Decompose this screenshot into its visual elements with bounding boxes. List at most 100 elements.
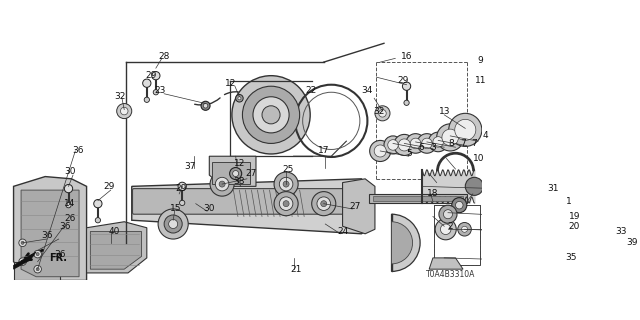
Text: 23: 23 [155, 86, 166, 95]
Text: 32: 32 [115, 92, 126, 100]
Circle shape [36, 252, 39, 256]
Text: 30: 30 [204, 204, 215, 213]
Circle shape [95, 218, 100, 223]
Text: 27: 27 [245, 169, 257, 178]
Circle shape [394, 134, 415, 156]
Polygon shape [86, 222, 147, 273]
Circle shape [317, 197, 330, 211]
Circle shape [21, 241, 24, 244]
Polygon shape [132, 179, 365, 234]
Text: 20: 20 [569, 222, 580, 231]
Circle shape [433, 137, 444, 147]
Circle shape [233, 171, 239, 177]
Circle shape [410, 138, 421, 149]
Text: 22: 22 [305, 86, 317, 95]
Circle shape [164, 215, 182, 233]
Text: 35: 35 [565, 253, 577, 262]
Text: 36: 36 [72, 147, 83, 156]
Circle shape [444, 210, 452, 219]
Circle shape [406, 134, 426, 153]
Circle shape [417, 134, 436, 153]
FancyBboxPatch shape [132, 188, 346, 214]
Circle shape [19, 258, 26, 265]
Circle shape [321, 201, 327, 207]
Wedge shape [392, 222, 413, 264]
Polygon shape [21, 190, 79, 277]
Circle shape [312, 192, 336, 216]
Polygon shape [13, 262, 60, 280]
Text: 1: 1 [566, 197, 572, 206]
Polygon shape [342, 179, 375, 234]
Text: 32: 32 [373, 107, 385, 116]
Text: T0A4B3310A: T0A4B3310A [426, 270, 475, 279]
Circle shape [238, 97, 241, 100]
Text: 12: 12 [225, 79, 236, 88]
Text: 12: 12 [234, 159, 245, 168]
Text: 36: 36 [54, 250, 66, 259]
Circle shape [21, 260, 24, 263]
Text: 29: 29 [175, 184, 186, 193]
Circle shape [144, 97, 150, 102]
Circle shape [440, 224, 451, 235]
Circle shape [398, 139, 410, 151]
Circle shape [180, 200, 185, 205]
Text: 29: 29 [397, 76, 408, 85]
Circle shape [215, 177, 229, 191]
Text: 7: 7 [472, 139, 477, 148]
Polygon shape [90, 232, 141, 269]
Circle shape [262, 106, 280, 124]
Circle shape [422, 138, 432, 149]
Text: 21: 21 [290, 265, 301, 274]
Circle shape [201, 101, 210, 110]
Text: 16: 16 [401, 52, 412, 60]
Circle shape [449, 113, 482, 147]
Bar [434, 205, 481, 265]
Bar [372, 196, 463, 201]
Polygon shape [429, 258, 463, 269]
Circle shape [456, 201, 463, 209]
Circle shape [153, 90, 159, 95]
Text: 26: 26 [65, 214, 76, 223]
Text: 27: 27 [349, 202, 361, 211]
Circle shape [169, 220, 178, 228]
Circle shape [279, 177, 293, 191]
Circle shape [219, 181, 225, 187]
Text: 40: 40 [109, 227, 120, 236]
Circle shape [274, 172, 298, 196]
Circle shape [178, 182, 186, 190]
Circle shape [36, 268, 39, 271]
Circle shape [455, 119, 476, 140]
Circle shape [158, 209, 188, 239]
Text: 13: 13 [438, 107, 450, 116]
Circle shape [210, 172, 234, 196]
Bar [212, 162, 250, 184]
Circle shape [283, 201, 289, 207]
Text: 28: 28 [159, 52, 170, 60]
Text: 15: 15 [170, 204, 181, 213]
Wedge shape [392, 214, 420, 271]
Text: 8: 8 [449, 139, 454, 148]
Circle shape [66, 203, 71, 208]
Circle shape [19, 239, 26, 247]
Text: 37: 37 [184, 162, 195, 171]
Circle shape [143, 79, 151, 87]
Circle shape [232, 76, 310, 154]
Circle shape [34, 250, 42, 258]
Bar [434, 205, 481, 265]
Text: 29: 29 [104, 182, 115, 191]
Circle shape [379, 109, 386, 117]
Circle shape [436, 124, 464, 151]
Bar [369, 194, 467, 203]
Polygon shape [13, 252, 36, 269]
Circle shape [461, 226, 468, 232]
Text: 5: 5 [406, 149, 412, 158]
Circle shape [442, 129, 458, 146]
Circle shape [435, 219, 456, 240]
Text: 18: 18 [427, 189, 438, 198]
Text: FR.: FR. [49, 253, 67, 263]
Circle shape [428, 132, 448, 152]
Text: 3: 3 [430, 143, 436, 152]
Circle shape [439, 205, 457, 223]
Text: 36: 36 [59, 222, 70, 231]
Circle shape [375, 106, 390, 121]
